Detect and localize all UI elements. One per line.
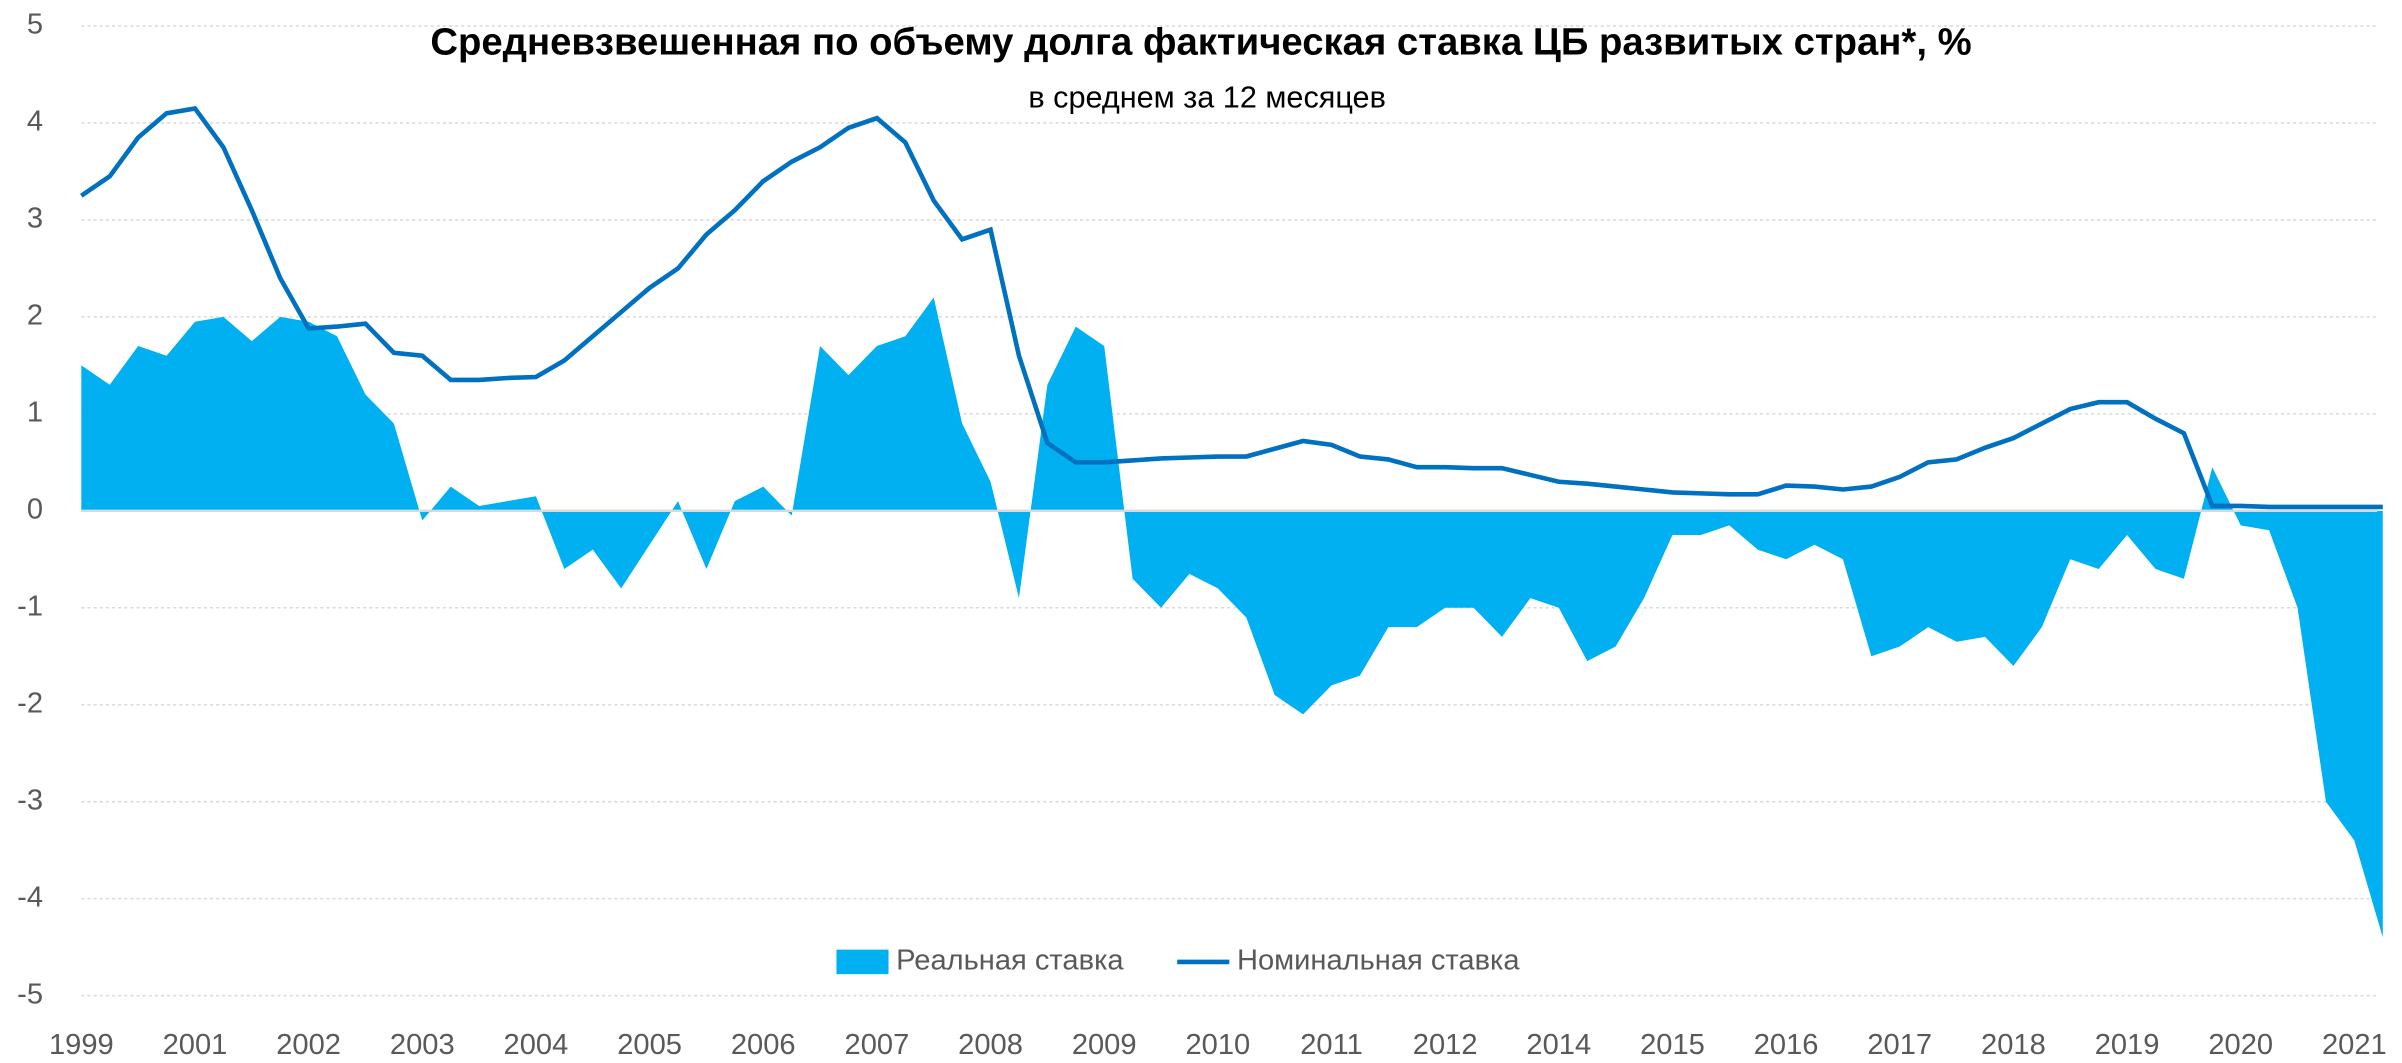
y-tick-label: -2 (17, 687, 43, 719)
x-tick-label: 2002 (276, 1029, 341, 1061)
y-tick-label: 0 (27, 494, 43, 526)
x-tick-label: 2003 (390, 1029, 455, 1061)
legend-label: Номинальная ставка (1237, 945, 1520, 977)
y-tick-label: -1 (17, 590, 43, 622)
x-tick-label: 2008 (958, 1029, 1023, 1061)
y-tick-label: -5 (17, 978, 43, 1010)
x-tick-label: 2010 (1185, 1029, 1250, 1061)
y-tick-label: 1 (27, 397, 43, 429)
y-tick-label: 3 (27, 203, 43, 235)
x-tick-label: 2004 (504, 1029, 569, 1061)
x-tick-label: 2018 (1981, 1029, 2046, 1061)
y-tick-label: 4 (27, 106, 43, 138)
x-tick-label: 2009 (1072, 1029, 1137, 1061)
y-tick-label: -4 (17, 881, 43, 913)
x-tick-label: 2020 (2208, 1029, 2273, 1061)
area (81, 297, 2383, 938)
line (80, 105, 2383, 510)
chart-title: Средневзвешенная по объему долга фактиче… (430, 21, 1971, 64)
x-tick-label: 2001 (163, 1029, 228, 1061)
y-tick-label: 2 (27, 300, 43, 332)
x-tick-label: 2007 (845, 1029, 910, 1061)
legend-swatch (836, 949, 889, 975)
x-tick-label: 2017 (1867, 1029, 1932, 1061)
x-tick-label: 2019 (2095, 1029, 2160, 1061)
x-tick-label: 1999 (49, 1029, 114, 1061)
x-tick-label: 2012 (1413, 1029, 1478, 1061)
x-tick-label: 2005 (617, 1029, 682, 1061)
x-tick-label: 2021 (2322, 1029, 2387, 1061)
y-tick-label: 5 (27, 9, 43, 41)
x-tick-label: 2016 (1754, 1029, 1819, 1061)
x-tick-label: 2006 (731, 1029, 796, 1061)
x-tick-label: 2014 (1526, 1029, 1591, 1061)
y-tick-label: -3 (17, 784, 43, 816)
x-tick-label: 2015 (1640, 1029, 1705, 1061)
x-tick-label: 2011 (1300, 1029, 1363, 1061)
legend-label: Реальная ставка (896, 945, 1124, 977)
chart-subtitle: в среднем за 12 месяцев (1028, 81, 1386, 115)
